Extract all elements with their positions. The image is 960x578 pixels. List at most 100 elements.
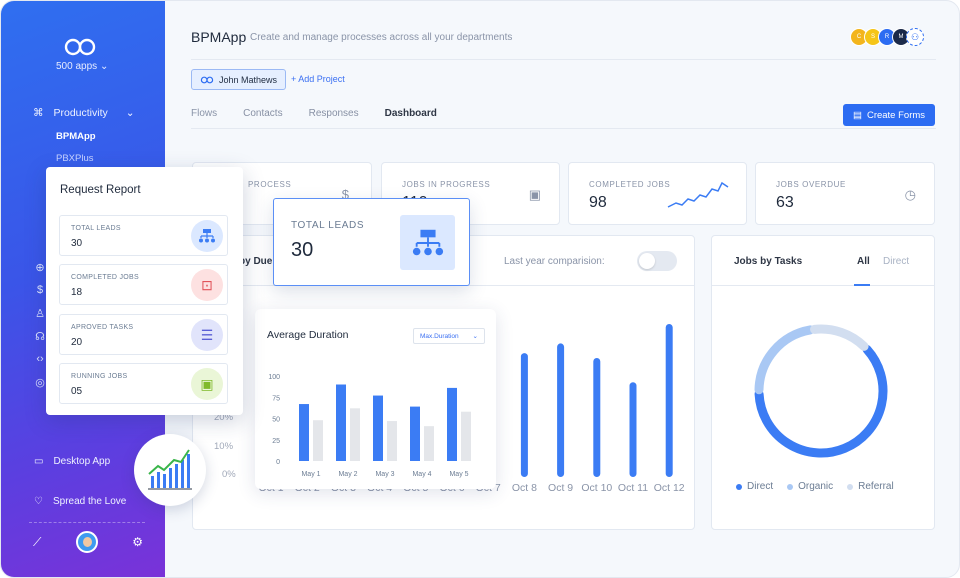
avatar[interactable]: C xyxy=(850,28,868,46)
headset-icon[interactable]: ☊ xyxy=(35,331,45,343)
apps-label: 500 apps xyxy=(56,61,98,72)
avatar[interactable]: R xyxy=(878,28,896,46)
sidebar-section-label: Productivity xyxy=(53,107,108,119)
request-report-card: Request Report TOTAL LEADS 30 COMPLETED … xyxy=(46,167,243,415)
average-duration-card: Average Duration Max.Duration ⌄ 0 25 50 75 1… xyxy=(255,309,496,489)
duration-select[interactable]: Max.Duration ⌄ xyxy=(413,328,485,344)
rocket-icon[interactable]: ⟋ xyxy=(33,534,42,549)
tab-contacts[interactable]: Contacts xyxy=(243,108,283,119)
globe-icon[interactable]: ◎ xyxy=(35,377,45,389)
y-tick-label: 0 xyxy=(276,459,280,466)
tab-all[interactable]: All xyxy=(857,256,870,267)
command-icon: ⌘ xyxy=(33,107,44,119)
sidebar-item-bpmapp[interactable]: BPMApp xyxy=(56,131,96,142)
panel-title: Jobs by Tasks xyxy=(734,256,803,267)
briefcase-check-icon: ⊡ xyxy=(191,269,223,301)
divider xyxy=(29,522,145,523)
chart-bar xyxy=(410,406,420,461)
total-leads-card[interactable]: TOTAL LEADS 30 xyxy=(273,198,470,286)
comparison-toggle[interactable] xyxy=(637,251,677,271)
stat-label: JOBS OVERDUE xyxy=(776,180,846,189)
total-leads-label: TOTAL LEADS xyxy=(291,220,365,231)
dollar-icon[interactable]: $ xyxy=(36,284,44,296)
page-title: BPMApp xyxy=(191,29,247,45)
x-tick-label: May 1 xyxy=(301,471,320,478)
legend-label: Referral xyxy=(858,481,894,492)
avatar[interactable] xyxy=(75,531,98,553)
x-tick-label: Oct 12 xyxy=(653,482,685,494)
support-icon[interactable]: ⊕ xyxy=(35,262,45,274)
stat-value: 63 xyxy=(776,194,794,211)
chart-bar xyxy=(424,426,434,461)
y-tick-label: 10% xyxy=(214,441,234,452)
sidebar-item-pbxplus[interactable]: PBXPlus xyxy=(56,153,94,164)
x-tick-label: May 2 xyxy=(338,471,357,478)
legend-label: Direct xyxy=(747,481,774,492)
team-avatars[interactable]: C S R M ⚇ xyxy=(850,28,924,46)
tab-bar: Flows Contacts Responses Dashboard xyxy=(191,108,437,119)
chart-bar xyxy=(593,358,601,477)
tab-flows[interactable]: Flows xyxy=(191,108,218,119)
heart-icon: ♡ xyxy=(34,496,43,507)
tab-direct[interactable]: Direct xyxy=(883,256,910,267)
active-tab-indicator xyxy=(854,284,870,286)
legend-item[interactable]: Organic xyxy=(787,481,833,492)
jobs-by-tasks-donut xyxy=(754,324,888,458)
report-item-approved-tasks[interactable]: APROVED TASKS 20 ☰ xyxy=(59,314,228,355)
user-icon[interactable]: ♙ xyxy=(35,308,45,320)
spread-love-link[interactable]: ♡ Spread the Love xyxy=(34,496,126,507)
checklist-icon: ☰ xyxy=(191,319,223,351)
code-icon[interactable]: ‹› xyxy=(36,353,44,365)
apps-switcher[interactable]: 500 apps ⌄ xyxy=(56,61,108,72)
divider xyxy=(191,128,936,129)
sidebar-section-productivity[interactable]: ⌘ Productivity ⌄ xyxy=(33,107,135,119)
report-item-running-jobs[interactable]: RUNNING JOBS 05 ▣ xyxy=(59,363,228,404)
hierarchy-icon xyxy=(191,220,223,252)
app-logo-icon[interactable] xyxy=(63,37,97,57)
stat-card-completed-jobs[interactable]: COMPLETED JOBS 98 xyxy=(568,162,747,225)
report-item-label: TOTAL LEADS xyxy=(71,225,121,232)
legend-dot xyxy=(736,483,742,490)
add-member-icon[interactable]: ⚇ xyxy=(906,28,924,46)
add-project-link[interactable]: + Add Project xyxy=(291,74,345,84)
tab-responses[interactable]: Responses xyxy=(308,108,359,119)
donut-slice xyxy=(810,324,869,351)
sidebar-icon-list: ⊕ $ ♙ ☊ ‹› ◎ xyxy=(33,261,47,391)
jobs-by-due-chart xyxy=(520,324,673,477)
chart-bar xyxy=(461,411,471,461)
report-item-value: 18 xyxy=(71,287,83,298)
create-forms-button[interactable]: ▤ Create Forms xyxy=(843,104,935,126)
card-title: Request Report xyxy=(60,184,141,196)
legend-item[interactable]: Referral xyxy=(847,481,894,492)
gear-icon[interactable]: ⚙ xyxy=(132,535,143,549)
chart-bar xyxy=(373,395,383,461)
user-chip[interactable]: John Mathews xyxy=(191,69,287,90)
stat-label: JOBS IN PROGRESS xyxy=(402,180,491,189)
x-tick-label: Oct 9 xyxy=(548,482,574,494)
report-item-value: 30 xyxy=(71,238,83,249)
chart-bar xyxy=(313,420,323,461)
report-item-completed-jobs[interactable]: COMPLETED JOBS 18 ⊡ xyxy=(59,264,228,305)
spread-love-label: Spread the Love xyxy=(52,496,127,507)
comparison-label: Last year comparision: xyxy=(504,256,605,267)
chevron-down-icon: ⌄ xyxy=(99,61,109,72)
report-item-value: 05 xyxy=(71,386,83,397)
desktop-app-link[interactable]: ▭ Desktop App xyxy=(34,456,110,467)
chart-legend: Direct Organic Referral xyxy=(736,481,894,492)
legend-item[interactable]: Direct xyxy=(736,481,773,492)
stat-card-jobs-overdue[interactable]: JOBS OVERDUE 63 ◷ xyxy=(755,162,935,225)
y-tick-label: 20% xyxy=(214,412,234,423)
tab-dashboard[interactable]: Dashboard xyxy=(384,108,437,119)
report-item-total-leads[interactable]: TOTAL LEADS 30 xyxy=(59,215,228,256)
chart-bar xyxy=(336,384,346,461)
report-item-label: COMPLETED JOBS xyxy=(71,274,139,281)
chevron-down-icon: ⌄ xyxy=(472,333,478,340)
sidebar-bottom-bar: ⟋ ⚙ xyxy=(33,531,143,553)
y-tick-label: 0% xyxy=(222,469,236,480)
panel-title: by Due xyxy=(239,256,273,267)
x-tick-label: May 3 xyxy=(375,471,394,478)
chart-bar xyxy=(520,353,528,477)
y-tick-label: 25 xyxy=(272,438,280,445)
y-tick-label: 50 xyxy=(272,417,280,424)
